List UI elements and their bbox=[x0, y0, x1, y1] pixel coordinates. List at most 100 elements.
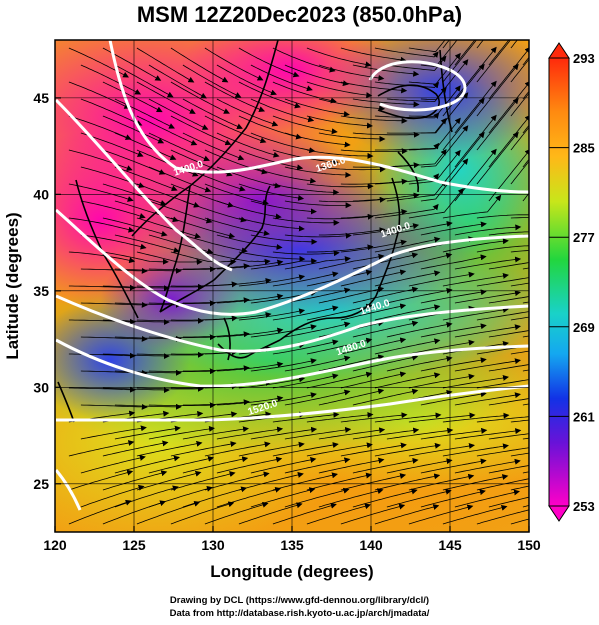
streamline bbox=[250, 234, 318, 245]
streamline bbox=[488, 330, 529, 338]
streamline bbox=[420, 289, 487, 304]
streamline bbox=[442, 306, 509, 321]
streamline bbox=[114, 166, 178, 192]
streamline bbox=[340, 208, 408, 219]
streamline bbox=[454, 114, 497, 168]
streamline bbox=[454, 80, 497, 134]
streamline bbox=[238, 47, 300, 78]
streamline bbox=[114, 234, 180, 253]
streamline bbox=[284, 200, 352, 209]
colorbar-label: 277 bbox=[573, 230, 595, 245]
streamline bbox=[476, 40, 511, 83]
streamline bbox=[272, 47, 336, 73]
streamline bbox=[204, 311, 272, 321]
streamline bbox=[216, 426, 284, 440]
streamline bbox=[182, 365, 250, 372]
streamline bbox=[408, 52, 461, 85]
streamline bbox=[238, 502, 303, 525]
streamline bbox=[272, 442, 339, 457]
temperature-field bbox=[55, 40, 529, 532]
streamline bbox=[216, 293, 284, 304]
height-contours bbox=[55, 40, 529, 511]
streamline bbox=[216, 234, 283, 250]
streamline bbox=[510, 217, 529, 219]
streamline bbox=[420, 59, 469, 101]
streamline bbox=[170, 115, 232, 146]
streamline bbox=[306, 472, 373, 491]
streamline bbox=[272, 373, 339, 389]
streamline bbox=[340, 115, 408, 124]
streamline bbox=[182, 263, 250, 270]
x-tick-label: 150 bbox=[517, 537, 541, 553]
streamline bbox=[306, 244, 374, 253]
streamline bbox=[374, 142, 440, 151]
streamline bbox=[68, 499, 132, 525]
streamline bbox=[136, 115, 198, 146]
streamline bbox=[488, 46, 529, 100]
streamline bbox=[250, 358, 317, 372]
streamline bbox=[374, 504, 440, 525]
streamline bbox=[148, 300, 216, 307]
streamline bbox=[386, 488, 452, 508]
colorbar-label: 253 bbox=[573, 499, 595, 514]
streamline bbox=[182, 200, 247, 223]
streamline bbox=[306, 81, 373, 99]
streamline bbox=[488, 148, 529, 202]
streamline bbox=[306, 412, 374, 423]
streamline bbox=[136, 47, 195, 83]
streamline bbox=[114, 301, 182, 308]
streamline bbox=[454, 46, 497, 100]
streamline bbox=[386, 355, 453, 372]
streamline bbox=[454, 324, 521, 338]
streamline bbox=[102, 251, 169, 265]
streamline bbox=[204, 183, 269, 206]
streamline bbox=[420, 357, 487, 372]
streamline bbox=[442, 374, 509, 389]
streamline bbox=[408, 339, 475, 355]
x-tick-label: 125 bbox=[122, 537, 146, 553]
streamline bbox=[204, 149, 268, 175]
streamline bbox=[318, 457, 385, 474]
streamline bbox=[454, 256, 522, 270]
streamline bbox=[454, 392, 521, 406]
streamline bbox=[454, 428, 522, 440]
streamline bbox=[80, 64, 142, 95]
streamline bbox=[182, 234, 248, 254]
streamline bbox=[272, 217, 340, 226]
streamline bbox=[204, 115, 267, 144]
streamline bbox=[114, 267, 182, 274]
colorbar-label: 293 bbox=[573, 51, 595, 66]
streamline bbox=[216, 395, 284, 406]
streamline bbox=[204, 217, 270, 237]
streamline bbox=[170, 251, 237, 266]
streamline bbox=[408, 504, 474, 525]
streamline bbox=[148, 166, 212, 193]
streamline bbox=[306, 337, 373, 355]
streamline bbox=[408, 271, 475, 287]
streamline bbox=[420, 458, 487, 474]
streamline bbox=[420, 92, 469, 134]
streamline bbox=[182, 297, 250, 304]
streamline bbox=[318, 132, 386, 142]
streamline bbox=[386, 117, 447, 134]
streamline bbox=[204, 251, 271, 265]
streamline bbox=[352, 457, 419, 474]
streamline bbox=[318, 488, 384, 508]
streamline bbox=[272, 183, 340, 196]
streamline bbox=[510, 282, 529, 287]
streamline bbox=[420, 158, 469, 202]
streamline bbox=[306, 503, 371, 525]
streamline bbox=[68, 386, 136, 393]
streamline bbox=[420, 427, 488, 440]
streamline bbox=[68, 318, 136, 325]
streamline bbox=[284, 287, 351, 304]
streamline bbox=[238, 308, 306, 321]
streamline bbox=[510, 518, 529, 525]
streamline bbox=[420, 254, 487, 270]
streamline bbox=[476, 214, 529, 219]
streamline bbox=[148, 132, 210, 162]
streamline bbox=[80, 234, 147, 250]
streamline bbox=[510, 58, 529, 83]
streamline bbox=[102, 183, 167, 206]
streamline bbox=[204, 501, 269, 525]
